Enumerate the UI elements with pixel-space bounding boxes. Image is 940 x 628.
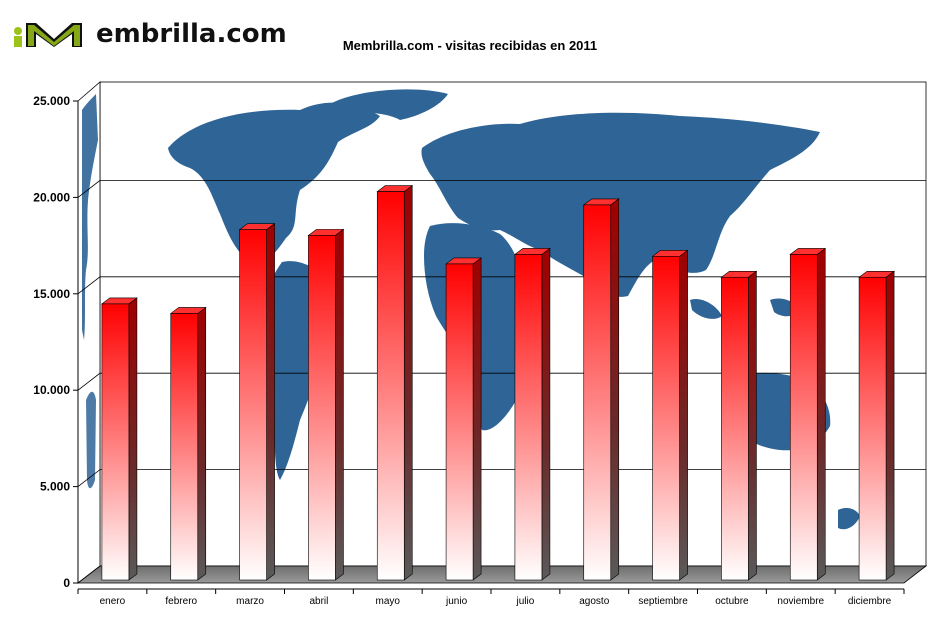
bar-front <box>583 204 612 581</box>
bar-noviembre <box>789 247 827 581</box>
x-tick-label: junio <box>445 596 468 607</box>
y-tick-label: 0 <box>63 576 70 590</box>
x-tick-label: febrero <box>165 596 197 607</box>
side-wall-map <box>82 94 98 489</box>
bar-side <box>816 247 826 581</box>
bar-julio <box>514 247 551 581</box>
chart-title: Membrilla.com - visitas recibidas en 201… <box>342 38 598 53</box>
y-tick-label: 5.000 <box>40 480 70 494</box>
logo-text: embrilla.com <box>96 19 287 49</box>
x-tick-label: noviembre <box>777 596 824 607</box>
bar-side <box>885 270 895 581</box>
bar-front <box>308 235 336 581</box>
bar-marzo <box>238 223 276 581</box>
bar-septiembre <box>651 249 689 581</box>
gridline <box>77 276 926 295</box>
bar-junio <box>445 257 482 581</box>
x-tick-label: diciembre <box>848 596 892 607</box>
y-tick-label: 10.000 <box>33 383 70 397</box>
x-tick-label: enero <box>100 596 126 607</box>
bar-front <box>101 303 130 581</box>
bars <box>101 184 895 581</box>
bar-side <box>748 270 757 581</box>
bar-enero <box>101 297 138 581</box>
logo-mark-icon <box>14 23 82 47</box>
bar-front <box>514 254 543 581</box>
gridline <box>77 469 926 487</box>
bar-febrero <box>169 306 207 581</box>
plot-floor <box>76 565 928 584</box>
bar-mayo <box>376 184 414 581</box>
bar-side <box>403 184 413 581</box>
y-tick-label: 20.000 <box>33 190 70 204</box>
bar-side <box>266 223 275 581</box>
y-tick-label: 15.000 <box>33 287 70 301</box>
x-tick-label: abril <box>309 596 328 607</box>
gridline <box>77 372 926 391</box>
bar-side <box>679 249 688 581</box>
bar-front <box>170 313 199 581</box>
x-tick-label: julio <box>516 596 535 607</box>
bar-side <box>541 247 551 581</box>
bar-front <box>858 276 887 581</box>
x-tick-label: septiembre <box>638 596 688 607</box>
bar-diciembre <box>858 270 895 581</box>
bar-front <box>239 229 267 581</box>
bar-octubre <box>720 270 758 581</box>
bar-side <box>197 306 207 581</box>
gridlines <box>77 179 926 487</box>
bar-front <box>721 276 749 581</box>
bar-abril <box>307 228 345 581</box>
x-axis: enero febrero marzo abril mayo junio julio agos… <box>77 588 905 607</box>
gridline <box>77 179 926 198</box>
x-tick-label: octubre <box>715 596 749 607</box>
bar-agosto <box>582 198 620 581</box>
x-tick-label: marzo <box>236 596 264 607</box>
y-tick-label: 25.000 <box>33 94 70 108</box>
y-axis: 0 5.000 10.000 15.000 20.000 25.000 <box>33 94 79 590</box>
x-tick-label: mayo <box>376 596 401 607</box>
bar-side <box>472 257 482 581</box>
bar-side <box>335 228 344 581</box>
bar-side <box>128 297 138 581</box>
bar-side <box>610 198 620 581</box>
bar-front <box>652 256 680 581</box>
bar-front <box>789 254 818 581</box>
bar-front <box>376 191 405 581</box>
bar-front <box>445 263 474 581</box>
logo: embrilla.com <box>12 18 287 50</box>
x-tick-label: agosto <box>579 596 609 607</box>
